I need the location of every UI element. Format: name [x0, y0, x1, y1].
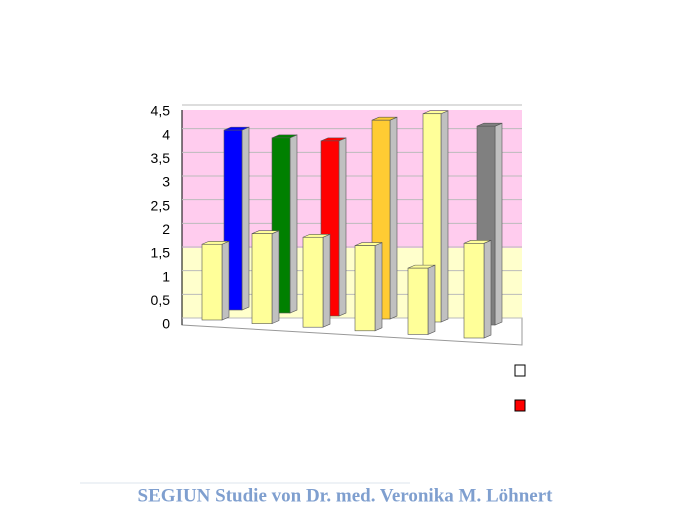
bar — [463, 243, 485, 339]
bar-side — [494, 122, 503, 326]
bar-side — [289, 134, 298, 314]
bar-side — [241, 126, 250, 311]
y-tick-label: 1,5 — [151, 245, 171, 261]
bar — [251, 233, 273, 324]
legend-swatch — [514, 399, 526, 412]
bar — [302, 236, 324, 328]
bar-side — [322, 233, 331, 328]
bar — [354, 245, 376, 332]
bar-side — [221, 240, 230, 321]
y-tick-label: 0 — [162, 316, 170, 332]
y-tick-label: 3 — [162, 174, 170, 190]
y-tick-label: 3,5 — [151, 150, 171, 166]
y-tick-label: 4 — [162, 126, 170, 142]
bar-side — [389, 116, 398, 320]
footer: SEGIUN Studie von Dr. med. Veronika M. L… — [138, 485, 554, 506]
y-tick-label: 1 — [162, 268, 170, 284]
bar-side — [338, 137, 347, 317]
bar-side — [427, 264, 436, 335]
bar-side — [440, 110, 449, 323]
y-tick-label: 2 — [162, 221, 170, 237]
y-tick-label: 4,5 — [151, 103, 171, 119]
bar-side — [374, 242, 383, 332]
bar-side — [483, 239, 492, 339]
y-tick-label: 0,5 — [151, 292, 171, 308]
bar — [407, 267, 429, 335]
bar-side — [271, 230, 280, 325]
y-tick-label: 2,5 — [151, 197, 171, 213]
bar — [201, 243, 223, 321]
legend-swatch — [514, 364, 526, 377]
